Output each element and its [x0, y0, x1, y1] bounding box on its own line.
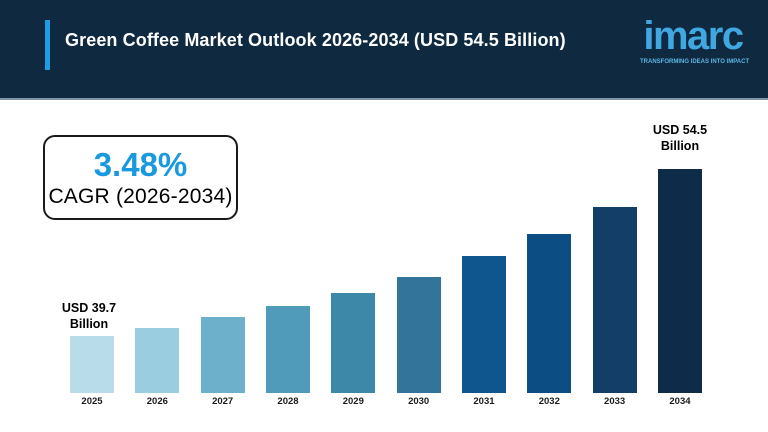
x-axis-label-2026: 2026: [146, 396, 168, 407]
bar-2032: [527, 234, 572, 393]
imarc-logo-text: imarc: [643, 14, 744, 58]
bar-2033: [592, 207, 637, 393]
start-value-annotation: USD 39.7 Billion: [29, 301, 149, 332]
bar-2027: [200, 317, 245, 393]
x-axis-label-2025: 2025: [81, 396, 103, 407]
x-axis-label-2030: 2030: [408, 396, 430, 407]
imarc-logo-tagline: TRANSFORMING IDEAS INTO IMPACT: [640, 59, 750, 65]
cagr-period-label: CAGR (2026-2034): [48, 184, 233, 208]
start-value-line1: USD 39.7: [61, 301, 117, 315]
x-axis-label-2034: 2034: [669, 396, 691, 407]
x-axis-label-2033: 2033: [604, 396, 626, 407]
cagr-value: 3.48%: [93, 145, 188, 183]
x-axis-label-2032: 2032: [538, 396, 560, 407]
x-axis-label-2028: 2028: [277, 396, 299, 407]
header: Green Coffee Market Outlook 2026-2034 (U…: [0, 0, 768, 100]
end-value-annotation: USD 54.5 Billion: [620, 123, 740, 154]
page-title: Green Coffee Market Outlook 2026-2034 (U…: [65, 30, 566, 50]
cagr-badge: 3.48% CAGR (2026-2034): [43, 135, 238, 220]
imarc-logo: imarc TRANSFORMING IDEAS INTO IMPACT: [640, 14, 750, 65]
bar-2030: [396, 277, 441, 393]
title-accent-bar: [45, 20, 50, 70]
end-value-line2: Billion: [660, 138, 700, 153]
bar-2029: [331, 293, 376, 393]
end-value-line1: USD 54.5: [652, 123, 708, 137]
bar-2028: [265, 306, 310, 393]
x-axis-label-2029: 2029: [342, 396, 364, 407]
x-axis-label-2031: 2031: [473, 396, 495, 407]
bar-2026: [135, 328, 180, 393]
bar-2025: [70, 336, 114, 393]
start-value-line2: Billion: [69, 316, 109, 331]
bar-2034: [657, 169, 702, 393]
x-axis-label-2027: 2027: [212, 396, 234, 407]
bar-2031: [461, 256, 506, 393]
